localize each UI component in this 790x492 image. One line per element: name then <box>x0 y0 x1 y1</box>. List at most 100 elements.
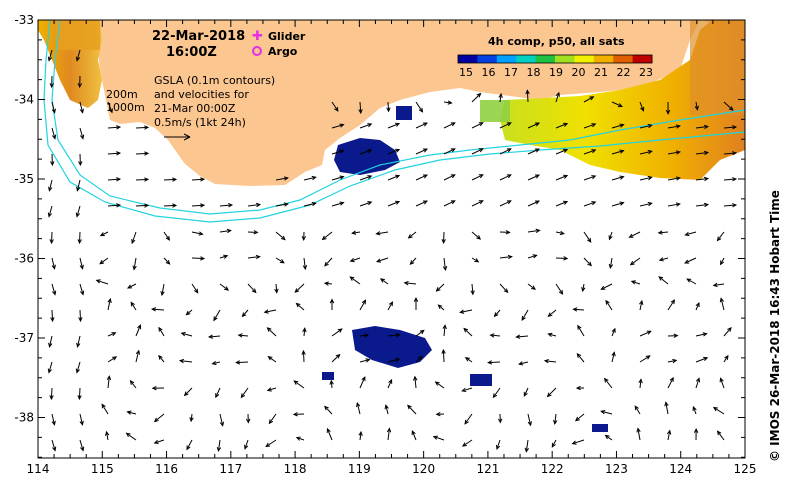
velocity-arrow-head <box>407 234 413 239</box>
velocity-arrow-head <box>172 177 178 182</box>
velocity-arrow-head <box>577 324 582 330</box>
velocity-arrow-head <box>716 236 722 242</box>
colorbar-tick-label: 20 <box>572 66 586 79</box>
velocity-arrow <box>330 380 333 389</box>
velocity-arrow <box>107 298 111 311</box>
velocity-arrow <box>499 283 509 293</box>
velocity-arrow-head <box>99 232 105 237</box>
velocity-arrow-head <box>551 442 556 448</box>
velocity-arrow <box>555 92 560 103</box>
velocity-arrow <box>720 378 725 389</box>
velocity-arrow-head <box>547 332 553 337</box>
annotation-line-4: 0.5m/s (1kt 24h) <box>154 116 246 129</box>
velocity-arrow <box>331 176 344 181</box>
velocity-arrow <box>212 361 221 365</box>
velocity-arrow <box>611 352 615 363</box>
velocity-arrow <box>667 125 680 129</box>
velocity-arrow <box>359 359 370 363</box>
velocity-arrow <box>265 439 277 447</box>
velocity-arrow <box>639 330 651 337</box>
velocity-arrow <box>471 283 474 295</box>
velocity-arrow <box>331 150 344 155</box>
velocity-arrow-head <box>463 327 469 333</box>
velocity-arrow-head <box>79 264 84 270</box>
velocity-arrow <box>48 205 53 217</box>
velocity-arrow <box>356 403 361 415</box>
colorbar-tick-label: 16 <box>482 66 496 79</box>
velocity-arrow <box>213 309 221 321</box>
velocity-arrow <box>135 350 140 363</box>
velocity-arrow <box>186 439 193 450</box>
gsla-annotation: GSLA (0.1m contours) and velocities for … <box>154 74 275 141</box>
velocity-arrow-head <box>183 391 189 397</box>
velocity-arrow <box>184 387 193 396</box>
velocity-arrow-head <box>521 315 526 321</box>
colorbar-frame <box>457 54 653 64</box>
velocity-arrow-head <box>367 149 373 154</box>
velocity-arrow <box>51 101 56 113</box>
velocity-arrow-head <box>116 203 122 208</box>
velocity-arrow-head <box>215 393 220 399</box>
velocity-arrow <box>601 283 613 290</box>
velocity-arrow-head <box>591 175 597 180</box>
velocity-arrow <box>575 413 585 422</box>
y-tick-label: -35 <box>14 172 34 186</box>
velocity-arrow-head <box>101 403 106 409</box>
velocity-arrow-head <box>266 387 272 392</box>
velocity-arrow <box>135 152 149 155</box>
velocity-arrow-head <box>437 304 443 310</box>
velocity-arrow-head <box>78 317 83 323</box>
velocity-arrow-head <box>365 358 371 363</box>
velocity-arrow-head <box>386 427 392 433</box>
velocity-arrow <box>583 96 594 103</box>
velocity-arrow-head <box>684 231 690 237</box>
y-axis: -33 -34 -35 -36 -37 -38 <box>14 13 745 458</box>
velocity-arrow <box>443 325 446 337</box>
velocity-arrow <box>275 231 286 240</box>
velocity-arrow <box>639 124 652 129</box>
velocity-arrow <box>527 122 540 129</box>
velocity-arrow <box>443 101 452 104</box>
velocity-arrow <box>190 413 193 422</box>
colorbar-ticks: 15 16 17 18 19 20 21 22 23 <box>459 66 653 79</box>
velocity-arrow <box>51 413 55 425</box>
velocity-arrow <box>526 90 529 103</box>
velocity-arrow <box>359 175 372 181</box>
colorbar-swatch <box>496 55 517 63</box>
velocity-arrow <box>601 410 613 415</box>
isobath-label-1000m: 1000m <box>106 101 145 114</box>
velocity-arrow <box>723 126 736 129</box>
velocity-arrow-head <box>719 377 724 383</box>
velocity-arrow-head <box>48 342 53 348</box>
velocity-arrow <box>464 413 473 425</box>
velocity-arrow <box>667 299 675 311</box>
velocity-arrow-head <box>78 161 83 167</box>
velocity-arrow <box>296 303 305 311</box>
velocity-arrows <box>47 49 738 453</box>
velocity-arrow-head <box>266 327 272 332</box>
velocity-arrow <box>302 350 305 363</box>
velocity-arrow <box>51 127 56 139</box>
velocity-arrow-head <box>158 326 163 332</box>
velocity-arrow-head <box>324 405 329 411</box>
velocity-arrow <box>583 231 592 243</box>
velocity-arrow <box>352 231 361 234</box>
velocity-arrow-head <box>474 258 480 263</box>
velocity-arrow <box>127 411 137 415</box>
velocity-arrow <box>158 355 165 363</box>
velocity-arrow-head <box>151 307 157 312</box>
velocity-arrow-head <box>506 174 512 179</box>
velocity-arrow-head <box>608 263 614 269</box>
velocity-arrow <box>658 231 669 234</box>
velocity-arrow <box>135 204 149 207</box>
velocity-arrow <box>76 205 81 217</box>
velocity-arrow-head <box>116 125 122 130</box>
velocity-arrow <box>609 257 613 268</box>
velocity-arrow-head <box>647 175 653 181</box>
velocity-arrow-head <box>50 317 55 323</box>
velocity-arrow-head <box>395 174 401 179</box>
velocity-arrow <box>275 177 288 181</box>
velocity-arrow <box>268 413 277 424</box>
velocity-arrow <box>573 308 585 311</box>
velocity-arrow <box>544 360 557 363</box>
